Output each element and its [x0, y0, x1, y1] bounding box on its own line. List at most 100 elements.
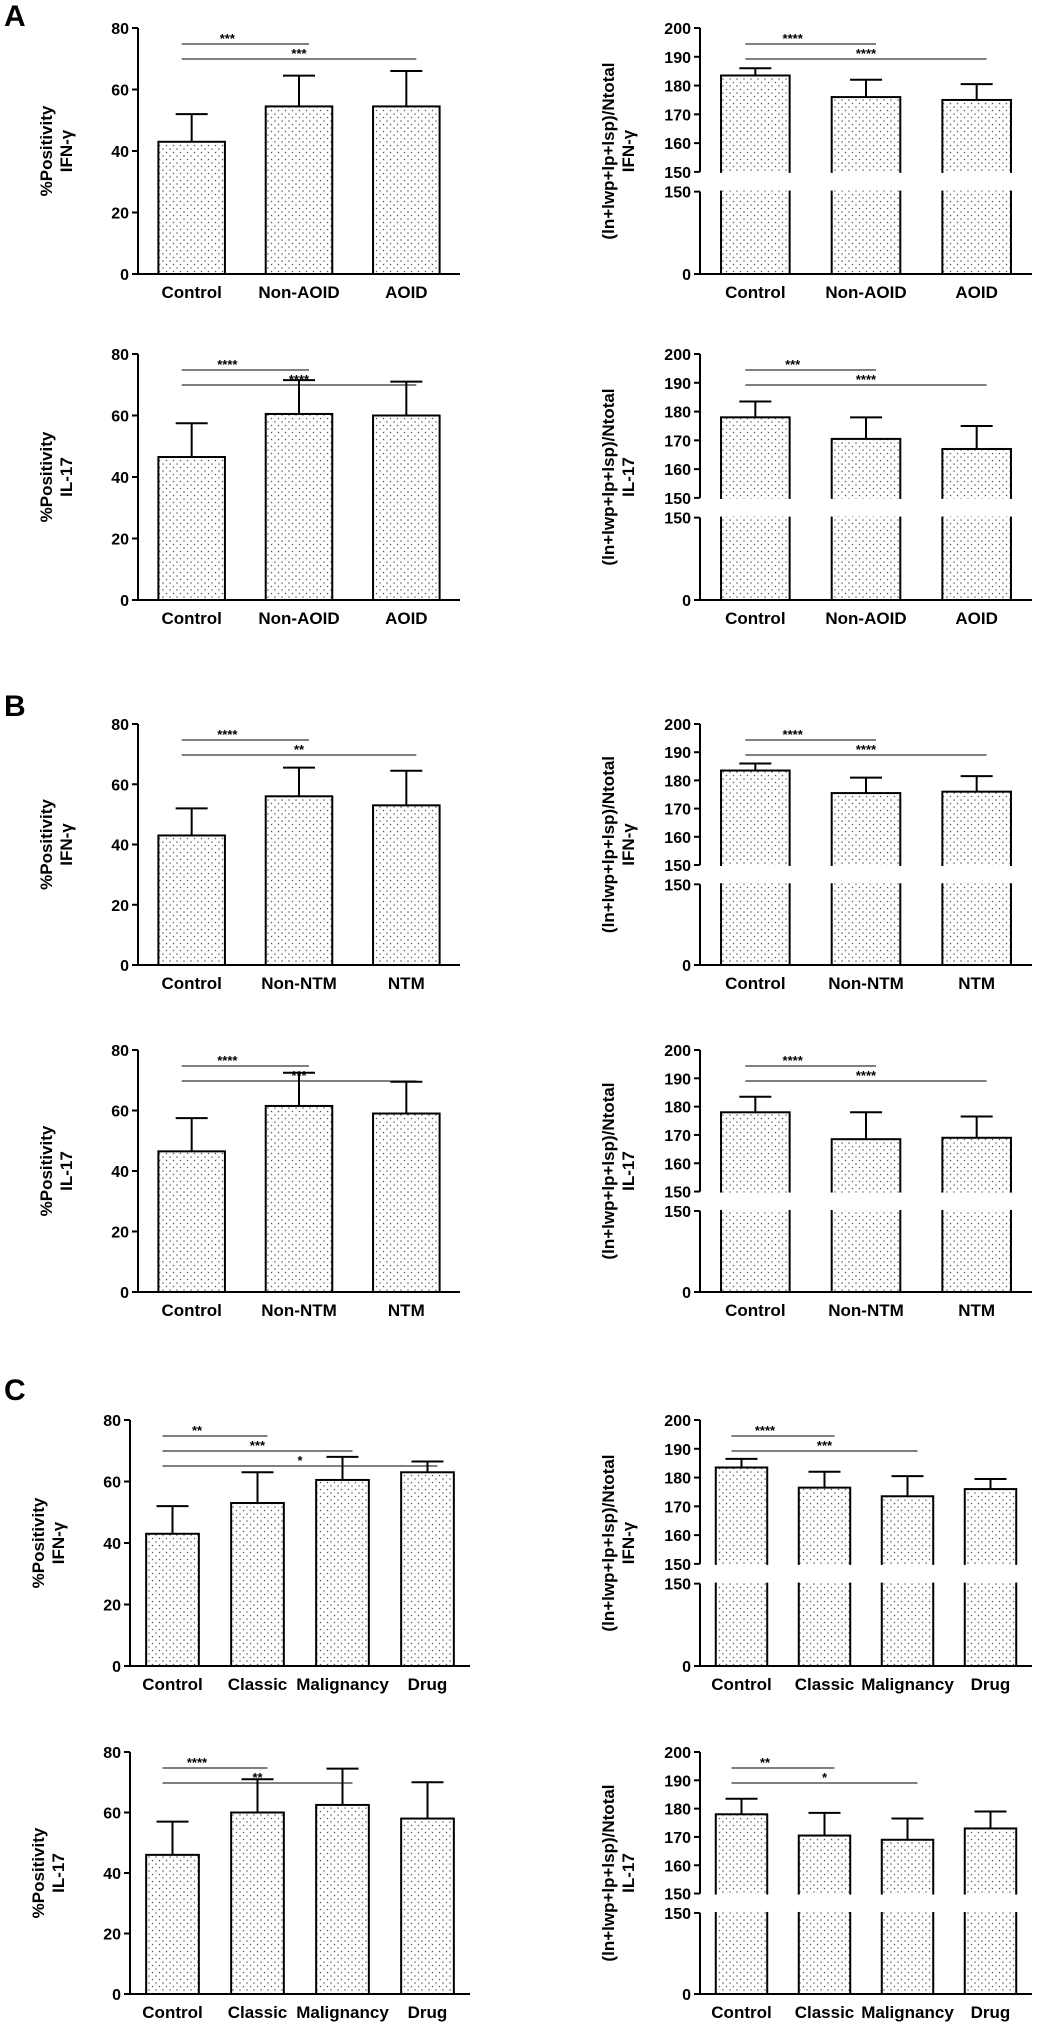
y-tick-label: 170	[664, 433, 691, 450]
y-tick-label: 160	[664, 830, 691, 847]
y-tick-label: 80	[111, 717, 129, 734]
y-tick-label: 20	[103, 1927, 121, 1944]
axis-break-gap	[692, 1192, 1034, 1210]
y-tick-label: 0	[682, 1285, 691, 1302]
bar-control	[145, 1853, 200, 1995]
y-axis-title: (ln+lwp+lp+lsp)/Ntotal	[599, 1454, 618, 1631]
y-tick-label: 160	[664, 1156, 691, 1173]
bar-control	[157, 140, 226, 275]
y-tick-label: 150	[664, 185, 691, 202]
significance-label: **	[760, 1755, 771, 1770]
significance-label: *	[297, 1453, 303, 1468]
y-axis-subtitle: IFN-γ	[57, 129, 76, 172]
bar-classic	[797, 1834, 852, 1995]
bar-drug	[400, 1471, 455, 1668]
y-axis-title: (ln+lwp+lp+lsp)/Ntotal	[599, 756, 618, 933]
bar-drug	[400, 1817, 455, 1996]
x-tick-label: AOID	[385, 609, 428, 628]
chart-a4: 150 160 170 180 190 200 0 150 Control Non-AOID AOI…	[599, 347, 1034, 628]
y-tick-label: 190	[664, 1442, 691, 1459]
y-axis-subtitle: IL-17	[619, 1853, 638, 1893]
x-tick-label: Control	[725, 283, 785, 302]
chart-b4: 150 160 170 180 190 200 0 150 Control Non-NTM NTM *…	[599, 1043, 1034, 1320]
x-tick-label: Malignancy	[296, 2003, 389, 2022]
bar-aoid	[941, 447, 1012, 601]
significance-label: ***	[220, 31, 236, 46]
y-tick-label: 150	[664, 877, 691, 894]
y-axis-subtitle: IFN-γ	[57, 823, 76, 866]
y-tick-label: 170	[664, 1499, 691, 1516]
y-axis-title: %Positivity	[37, 799, 56, 890]
y-tick-label: 180	[664, 1100, 691, 1117]
y-tick-label: 170	[664, 802, 691, 819]
bar-non-ntm	[264, 1104, 334, 1294]
bar-malignancy	[315, 1803, 370, 1995]
significance-label: ****	[783, 1053, 804, 1068]
y-tick-label: 20	[103, 1598, 121, 1615]
y-axis-title: %Positivity	[37, 105, 56, 196]
y-tick-label: 150	[664, 1577, 691, 1594]
y-tick-label: 200	[664, 347, 691, 364]
y-tick-label: 40	[103, 1536, 121, 1553]
significance-label: ****	[856, 1068, 877, 1083]
y-tick-label: 0	[682, 593, 691, 610]
significance-label: *	[822, 1770, 828, 1785]
x-tick-label: Non-NTM	[828, 1301, 904, 1320]
bar-aoid	[372, 105, 441, 275]
y-tick-label: 160	[664, 136, 691, 153]
y-tick-label: 20	[111, 898, 129, 915]
x-tick-label: Drug	[971, 2003, 1011, 2022]
chart-c2: 150 160 170 180 190 200 0 150 Control Classic Mali…	[599, 1413, 1034, 1694]
y-axis-title: (ln+lwp+lp+lsp)/Ntotal	[599, 388, 618, 565]
y-tick-label: 190	[664, 745, 691, 762]
x-tick-label: NTM	[388, 974, 425, 993]
axis-break-gap	[692, 172, 1034, 191]
y-tick-label: 190	[664, 376, 691, 393]
y-axis-subtitle: IL-17	[57, 1151, 76, 1191]
y-tick-label: 150	[664, 511, 691, 528]
x-tick-label: Control	[161, 1301, 221, 1320]
bar-non-ntm	[264, 795, 334, 966]
significance-label: ***	[291, 1068, 307, 1083]
y-tick-label: 0	[682, 1659, 691, 1676]
x-tick-label: AOID	[385, 283, 428, 302]
significance-label: ***	[291, 46, 307, 61]
x-tick-label: Control	[161, 974, 221, 993]
x-tick-label: Malignancy	[861, 1675, 954, 1694]
significance-label: ****	[783, 31, 804, 46]
y-tick-label: 60	[103, 1806, 121, 1823]
y-tick-label: 150	[664, 858, 691, 875]
bar-malignancy	[880, 1838, 935, 1996]
y-tick-label: 200	[664, 717, 691, 734]
bar-control	[157, 1150, 226, 1294]
x-tick-label: Malignancy	[861, 2003, 954, 2022]
y-tick-label: 20	[111, 1225, 129, 1242]
y-axis-subtitle: IFN-γ	[619, 823, 638, 866]
y-axis-subtitle: IFN-γ	[619, 129, 638, 172]
y-axis-subtitle: IFN-γ	[619, 1521, 638, 1564]
y-tick-label: 20	[111, 532, 129, 549]
y-tick-label: 80	[111, 21, 129, 38]
significance-label: ****	[289, 372, 310, 387]
y-tick-label: 0	[112, 1659, 121, 1676]
y-tick-label: 60	[111, 83, 129, 100]
x-tick-label: Non-NTM	[828, 974, 904, 993]
bar-ntm	[372, 1112, 441, 1294]
x-tick-label: Control	[725, 609, 785, 628]
y-tick-label: 160	[664, 1528, 691, 1545]
x-tick-label: Classic	[795, 2003, 855, 2022]
y-tick-label: 170	[664, 107, 691, 124]
x-tick-label: Non-AOID	[258, 609, 339, 628]
bar-control	[157, 834, 226, 967]
significance-label: ****	[856, 46, 877, 61]
bar-classic	[230, 1811, 285, 1995]
y-tick-label: 200	[664, 21, 691, 38]
x-tick-label: Malignancy	[296, 1675, 389, 1694]
y-tick-label: 60	[111, 409, 129, 426]
y-tick-label: 0	[120, 593, 129, 610]
x-tick-label: Drug	[971, 1675, 1011, 1694]
x-tick-label: Control	[725, 1301, 785, 1320]
